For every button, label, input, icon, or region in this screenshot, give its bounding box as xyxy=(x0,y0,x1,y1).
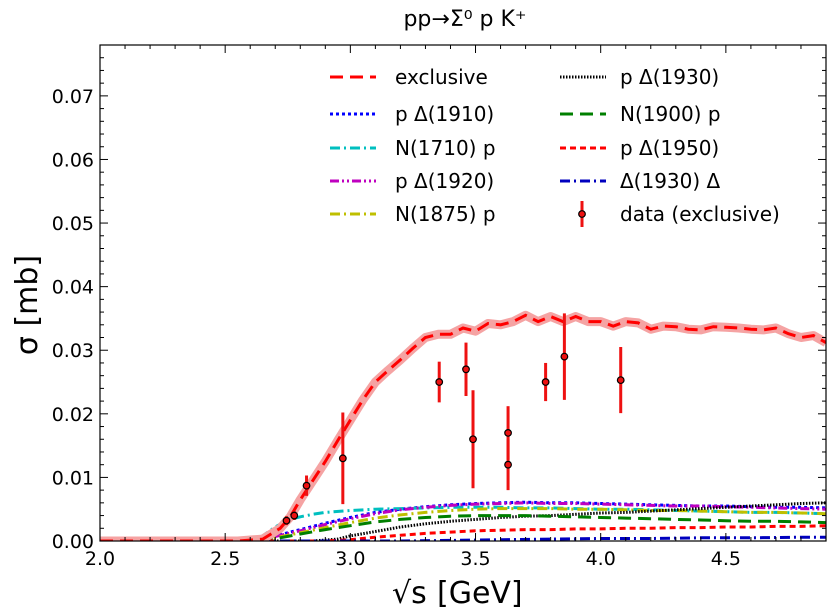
data-marker xyxy=(504,460,512,469)
legend-entry-p-1910: p Δ(1910) xyxy=(330,102,494,126)
legend-marker xyxy=(578,210,586,218)
data-points-layer xyxy=(282,313,625,526)
legend-entry-1930: Δ(1930) Δ xyxy=(560,169,721,193)
data-marker xyxy=(560,352,569,361)
data-point xyxy=(462,342,470,397)
data-marker xyxy=(290,511,299,520)
data-point xyxy=(435,361,444,403)
data-marker xyxy=(504,428,512,437)
legend-label: p Δ(1920) xyxy=(395,169,494,193)
curves-layer xyxy=(100,310,826,541)
data-marker xyxy=(469,435,477,444)
series-line-n-1710-p xyxy=(100,505,826,541)
legend-entry-p-1920: p Δ(1920) xyxy=(330,169,494,193)
y-axis-title: σ [mb] xyxy=(10,255,45,355)
legend-label: p Δ(1930) xyxy=(620,65,719,89)
y-tick-label: 0.01 xyxy=(52,467,94,489)
series-line-exclusive xyxy=(100,313,826,541)
y-tick-label: 0.07 xyxy=(52,86,94,108)
data-point xyxy=(290,511,299,521)
series-line-n-1900-p xyxy=(100,514,826,541)
legend-label: p Δ(1950) xyxy=(620,136,719,160)
data-marker xyxy=(302,481,311,490)
x-tick-label: 2.0 xyxy=(85,548,115,570)
data-marker xyxy=(541,378,550,386)
x-tick-label: 3.0 xyxy=(335,548,365,570)
data-point xyxy=(282,516,291,526)
legend-label: N(1900) p xyxy=(620,102,721,126)
legend-label: N(1875) p xyxy=(395,202,496,226)
data-point xyxy=(504,439,512,491)
data-marker xyxy=(616,376,625,385)
data-point xyxy=(338,412,347,505)
data-point xyxy=(616,347,625,414)
x-axis-title: √s [GeV] xyxy=(392,576,523,611)
data-marker xyxy=(462,365,470,374)
y-tick-label: 0.00 xyxy=(52,531,94,553)
y-tick-label: 0.03 xyxy=(52,340,94,362)
data-point xyxy=(541,362,550,402)
data-point xyxy=(469,390,477,489)
series-line-n-1875-p xyxy=(100,507,826,541)
y-tick-label: 0.05 xyxy=(52,213,94,235)
plot-frame xyxy=(99,44,827,542)
x-tick-label: 3.5 xyxy=(460,548,490,570)
y-tick-label: 0.02 xyxy=(52,404,94,426)
data-point xyxy=(560,313,569,400)
legend-label: N(1710) p xyxy=(395,136,496,160)
legend-entry-n-1900-p: N(1900) p xyxy=(560,102,721,126)
data-point xyxy=(302,475,311,496)
legend-label: exclusive xyxy=(395,65,488,89)
x-tick-label: 2.5 xyxy=(210,548,240,570)
x-tick-label: 4.5 xyxy=(711,548,741,570)
x-tick-label: 4.0 xyxy=(586,548,616,570)
chart-title: pp→Σ⁰ p K⁺ xyxy=(403,7,526,32)
y-tick-label: 0.04 xyxy=(52,277,94,299)
legend-entry-data-exclusive: data (exclusive) xyxy=(578,201,780,227)
legend-entry-n-1875-p: N(1875) p xyxy=(330,202,496,226)
legend-label: Δ(1930) Δ xyxy=(620,169,721,193)
data-marker xyxy=(338,454,347,463)
legend-entry-p-1950: p Δ(1950) xyxy=(560,136,719,160)
axis-ticks: 2.0 2.5 3.0 3.5 4.0 4.5 0.00 0.01 0.02 0.03 0.04 0.… xyxy=(52,45,827,570)
y-tick-label: 0.06 xyxy=(52,149,94,171)
data-marker xyxy=(435,378,444,386)
data-marker xyxy=(282,516,291,525)
legend-label: p Δ(1910) xyxy=(395,102,494,126)
legend-entry-p-1930: p Δ(1930) xyxy=(560,65,719,89)
legend-entry-n-1710-p: N(1710) p xyxy=(330,136,496,160)
series-line-p-1930 xyxy=(100,501,826,541)
series-line-p-1950 xyxy=(100,524,826,541)
legend-label: data (exclusive) xyxy=(620,202,780,226)
x-axis-title-symbol: √s xyxy=(392,576,427,611)
x-axis-title-unit: [GeV] xyxy=(437,576,523,611)
legend: exclusive p Δ(1910) N(1710) p p Δ(1920) N(18… xyxy=(330,65,780,227)
legend-entry-exclusive: exclusive xyxy=(330,65,488,89)
